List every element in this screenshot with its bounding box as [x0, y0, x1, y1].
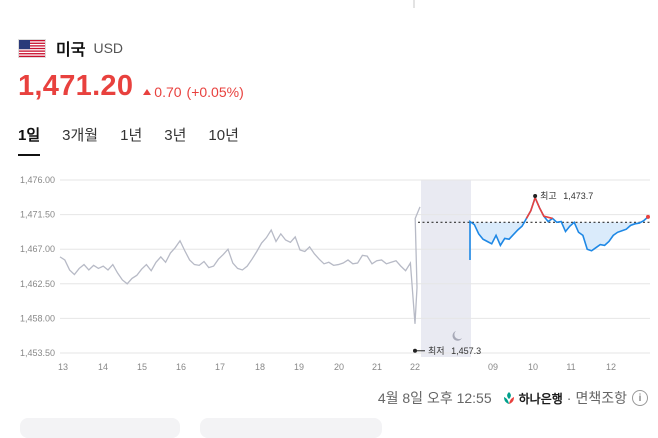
- blue-area-fill: [470, 222, 648, 251]
- up-arrow-icon: [143, 89, 152, 95]
- tab-3years[interactable]: 3년: [164, 127, 187, 144]
- current-price: 1,471.20: [18, 70, 134, 102]
- change-value: 0.70: [154, 84, 182, 100]
- x-axis-labels: 13 14 15 16 17 18 19 20 21 22 09 10 11 12: [58, 362, 616, 372]
- x-tick-label: 21: [372, 362, 382, 372]
- y-tick-label: 1,467.00: [20, 244, 55, 254]
- high-value: 1,473.7: [563, 191, 593, 201]
- last-point-marker: [646, 214, 650, 219]
- x-tick-label: 14: [98, 362, 108, 372]
- chart-footer: 4월 8일 오후 12:55 하나은행 · 면책조항 i: [378, 388, 648, 408]
- x-tick-label: 10: [528, 362, 538, 372]
- separator: ·: [566, 390, 572, 406]
- svg-text:최저 1,457.3: 최저 1,457.3: [428, 346, 481, 356]
- hana-bank-icon: [503, 392, 514, 404]
- y-tick-label: 1,462.50: [20, 279, 55, 289]
- hana-bank-logo: 하나은행: [502, 390, 563, 407]
- currency-header: 미국 USD: [18, 36, 123, 60]
- x-tick-label: 13: [58, 362, 68, 372]
- low-label: 최저: [428, 346, 445, 356]
- series-line-today: [469, 195, 649, 260]
- tab-10years[interactable]: 10년: [208, 127, 239, 144]
- disclaimer-link[interactable]: 면책조항: [575, 390, 627, 406]
- y-tick-label: 1,453.50: [20, 348, 55, 358]
- y-tick-label: 1,471.50: [20, 210, 55, 220]
- y-axis-labels: 1,476.00 1,471.50 1,467.00 1,462.50 1,458.00…: [20, 175, 55, 358]
- bottom-card-left[interactable]: [20, 418, 180, 438]
- high-label: 최고: [540, 191, 557, 201]
- info-icon[interactable]: i: [632, 390, 648, 406]
- us-flag-icon: [18, 38, 46, 58]
- y-tick-label: 1,476.00: [20, 175, 55, 185]
- x-tick-label: 19: [294, 362, 304, 372]
- x-tick-label: 12: [606, 362, 616, 372]
- change-percent: (+0.05%): [186, 84, 244, 100]
- x-tick-label: 15: [137, 362, 147, 372]
- period-tabs: 1일 3개월 1년 3년 10년: [18, 124, 261, 156]
- tab-1day[interactable]: 1일: [18, 124, 41, 156]
- closed-market-region: [421, 180, 471, 357]
- series-line-previous: [59, 206, 421, 324]
- x-tick-label: 17: [215, 362, 225, 372]
- x-tick-label: 20: [334, 362, 344, 372]
- svg-text:최고 1,473.7: 최고 1,473.7: [540, 191, 593, 201]
- exchange-rate-chart[interactable]: 1,476.00 1,471.50 1,467.00 1,462.50 1,458.00…: [0, 170, 658, 380]
- top-divider: [413, 0, 415, 8]
- x-tick-label: 09: [488, 362, 498, 372]
- x-tick-label: 16: [176, 362, 186, 372]
- update-timestamp: 4월 8일 오후 12:55: [377, 390, 492, 406]
- low-marker: 최저 1,457.3: [413, 346, 481, 356]
- x-tick-label: 11: [566, 362, 575, 372]
- x-tick-label: 22: [410, 362, 420, 372]
- high-marker: 최고 1,473.7: [533, 191, 593, 201]
- low-value: 1,457.3: [451, 346, 481, 356]
- currency-code: USD: [93, 40, 124, 56]
- chart-grid: [60, 179, 650, 354]
- price-row: 1,471.20 0.70 (+0.05%): [18, 70, 244, 103]
- tab-3months[interactable]: 3개월: [62, 127, 99, 144]
- provider-name: 하나은행: [518, 391, 563, 406]
- country-name: 미국: [56, 42, 86, 59]
- series-line-high-segment: [525, 195, 553, 220]
- price-change: 0.70 (+0.05%): [143, 84, 244, 100]
- y-tick-label: 1,458.00: [20, 313, 55, 323]
- x-tick-label: 18: [255, 362, 265, 372]
- tab-1year[interactable]: 1년: [120, 127, 143, 144]
- moon-icon: [452, 331, 462, 341]
- bottom-card-middle[interactable]: [200, 418, 382, 438]
